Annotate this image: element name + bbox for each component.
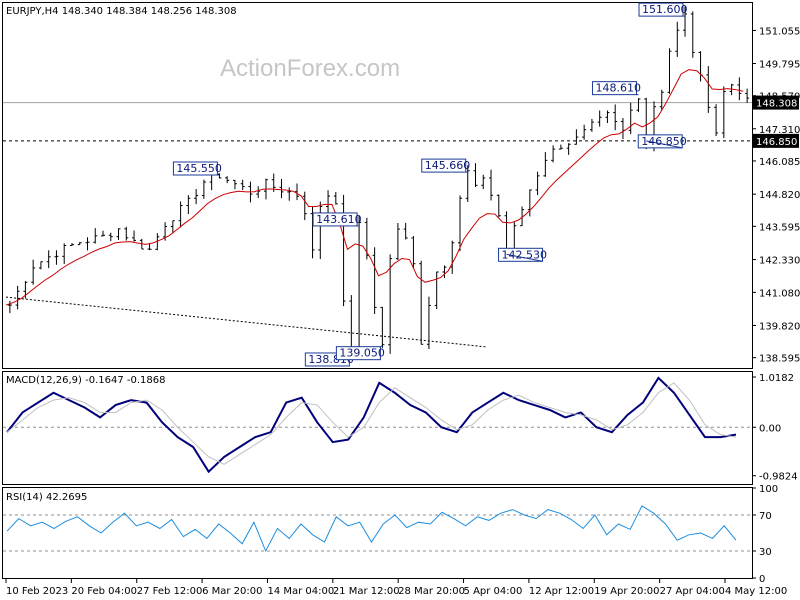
time-axis-label: 21 Mar 12:00: [333, 586, 400, 597]
price-bars: [7, 6, 750, 360]
macd-tick-label: 0.00: [759, 423, 781, 434]
time-axis-label: 5 Apr 04:00: [464, 586, 523, 597]
price-tick-label: 138.595: [759, 354, 800, 365]
annotation-box: [172, 161, 218, 176]
annotation-pointer: [646, 140, 683, 149]
price-tick-label: 151.055: [759, 26, 800, 37]
time-axis-label: 14 Mar 04:00: [267, 586, 334, 597]
rsi-title: RSI(14) 42.2695: [6, 492, 87, 503]
macd-tick-label: 1.0182: [759, 373, 794, 384]
annotation-box: [591, 81, 637, 96]
moving-averages: [5, 69, 744, 348]
time-axis-label: 6 Mar 20:00: [202, 586, 262, 597]
macd-title: MACD(12,26,9) -0.1647 -0.1868: [6, 375, 166, 386]
symbol-header: EURJPY,H4 148.340 148.384 148.256 148.30…: [6, 6, 237, 17]
time-axis-label: 20 Feb 04:00: [71, 586, 137, 597]
time-axis-label: 19 Apr 20:00: [594, 586, 659, 597]
annotation-label: 148.610: [595, 82, 641, 95]
last-price-tag: [753, 95, 799, 110]
rsi-indicator: 100 70 30 0: [3, 484, 778, 585]
annotation-label: 146.850: [641, 135, 687, 148]
watermark: ActionForex.com: [220, 55, 400, 82]
macd-tick-label: -0.9824: [759, 472, 798, 483]
rsi-tick-label: 0: [759, 574, 765, 585]
rsi-tick-label: 70: [759, 511, 772, 522]
time-axis-label: 28 Mar 20:00: [398, 586, 465, 597]
annotation-label: 142.530: [502, 248, 548, 261]
annotation-pointer: [380, 345, 383, 348]
time-axis-label: 12 Apr 12:00: [529, 586, 594, 597]
time-axis: 10 Feb 2023 20 Feb 04:00 27 Feb 12:00 6 Mar…: [5, 578, 787, 597]
rsi-tick-label: 100: [759, 484, 778, 495]
annotation-label: 139.050: [339, 347, 385, 360]
annotation-label: 151.600: [642, 3, 688, 16]
annotation-box: [498, 247, 544, 262]
annotation-box: [312, 212, 358, 227]
support-label: 146.850: [756, 137, 797, 148]
time-axis-label: 4 May 12:00: [725, 586, 787, 597]
time-axis-label: 27 Feb 12:00: [137, 586, 203, 597]
price-levels: 148.308 146.850: [3, 95, 799, 148]
annotation-label: 145.660: [425, 159, 471, 172]
rsi-line: [6, 505, 737, 553]
annotation-label: 145.550: [176, 162, 222, 175]
macd-pane: [2, 371, 753, 485]
macd-indicator: 1.0182 0.00 -0.9824: [3, 373, 798, 483]
price-tick-label: 147.310: [759, 125, 800, 136]
price-tick-label: 144.820: [759, 190, 800, 201]
price-tick-label: 139.820: [759, 321, 800, 332]
rsi-tick-label: 30: [759, 547, 772, 558]
price-tick-label: 141.080: [759, 288, 800, 299]
time-axis-label: 27 Apr 04:00: [660, 586, 725, 597]
annotation-box: [637, 134, 683, 149]
ma-fast-line: [5, 69, 744, 306]
annotation-box: [335, 346, 381, 361]
ma-slow-line: [5, 296, 488, 348]
annotation-label: 143.610: [316, 213, 362, 226]
annotation-pointer: [506, 253, 543, 262]
support-tag: [753, 133, 799, 148]
price-pane: [2, 2, 753, 369]
price-tick-label: 143.595: [759, 222, 800, 233]
price-tick-label: 149.795: [759, 60, 800, 71]
last-price-label: 148.308: [756, 99, 797, 110]
macd-signal-line: [6, 382, 737, 465]
price-tick-label: 142.330: [759, 256, 800, 267]
annotation-box: [421, 158, 467, 173]
price-annotations: 145.550143.610138.810139.050145.660142.5…: [172, 2, 688, 367]
price-tick-label: 146.085: [759, 157, 800, 168]
time-axis-label: 10 Feb 2023: [6, 586, 68, 597]
annotation-box: [638, 2, 684, 17]
